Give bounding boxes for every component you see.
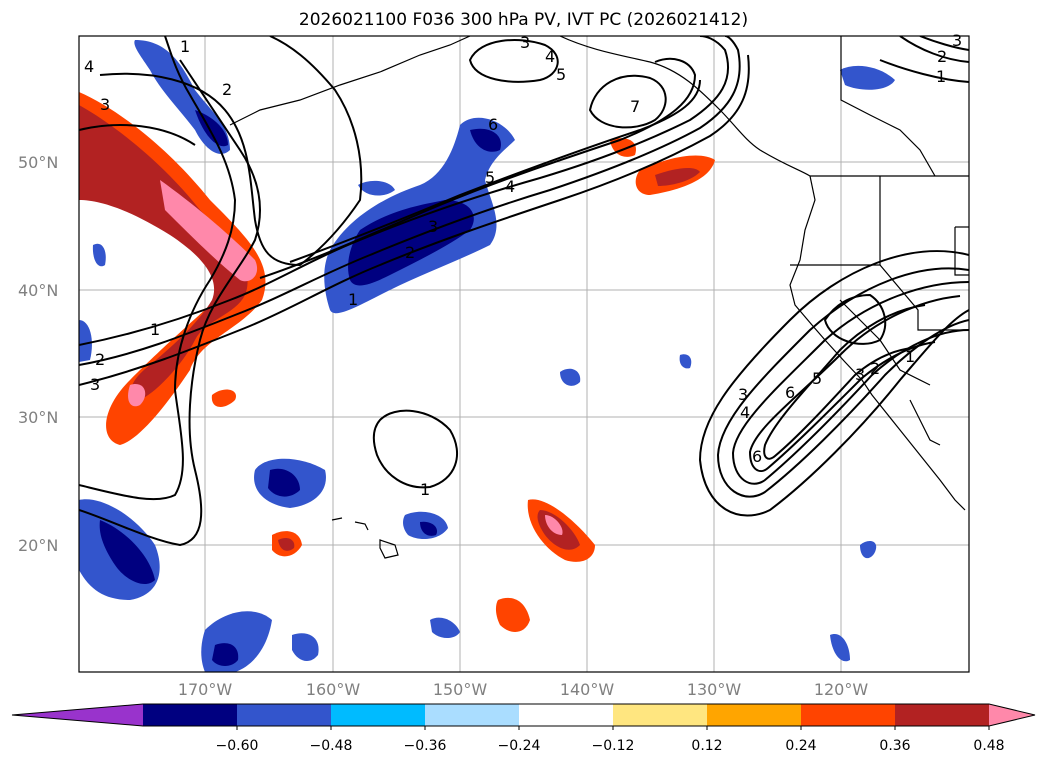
colorbar-segment: [237, 704, 332, 726]
chart-title: 2026021100 F036 300 hPa PV, IVT PC (2026…: [298, 10, 749, 30]
colorbar-segment: [331, 704, 426, 726]
contour-label: 1: [348, 290, 358, 309]
contour-label: 2: [95, 350, 105, 369]
contour-label-group: 3 1 2 3 1 2 3 5 4 6 3 4 5 7 1 1 2 3 3 4 …: [84, 31, 962, 499]
contour-label: 3: [738, 385, 748, 404]
lon-label-130w: 130°W: [686, 680, 742, 699]
contour-label: 5: [812, 369, 822, 388]
colorbar-tick-label: 0.48: [973, 738, 1005, 754]
colorbar-segment: [425, 704, 520, 726]
contour-label: 1: [420, 480, 430, 499]
contour-label: 1: [180, 37, 190, 56]
colorbar-extend-max: [989, 704, 1035, 726]
contour-label: 1: [936, 67, 946, 86]
contour-label: 6: [488, 115, 498, 134]
colorbar-tick-label: −0.24: [497, 738, 541, 754]
lon-label-160w: 160°W: [305, 680, 361, 699]
contour-label: 3: [520, 33, 530, 52]
colorbar-tick-label: −0.12: [591, 738, 635, 754]
colorbar-tick-label: −0.48: [309, 738, 353, 754]
colorbar-tick-label: 0.24: [785, 738, 817, 754]
lat-label-50n: 50°N: [18, 153, 59, 172]
ivt-contours: [79, 36, 969, 547]
colorbar-tick-label: 0.36: [879, 738, 911, 754]
colorbar-segment: [895, 704, 990, 726]
colorbar-outline: [11, 703, 1036, 727]
coastlines: [229, 36, 969, 559]
lon-label-170w: 170°W: [177, 680, 233, 699]
contour-label: 2: [222, 80, 232, 99]
contour-label: 7: [630, 97, 640, 116]
contour-label: 2: [937, 47, 947, 66]
colorbar-tick-label: −0.60: [215, 738, 259, 754]
colorbar-segment: [143, 704, 238, 726]
colorbar-tick-label: −0.36: [403, 738, 447, 754]
contour-label: 3: [100, 95, 110, 114]
contour-label: 3: [90, 375, 100, 394]
colorbar-segment: [707, 704, 802, 726]
colorbar-segment: [613, 704, 708, 726]
pv-shading: [79, 40, 895, 672]
colorbar-extend-min: [12, 704, 143, 726]
contour-label: 1: [150, 320, 160, 339]
lat-label-20n: 20°N: [18, 536, 59, 555]
contour-label: 4: [545, 47, 555, 66]
lon-label-150w: 150°W: [432, 680, 488, 699]
contour-label: 3: [952, 31, 962, 50]
contour-label: 4: [84, 57, 94, 76]
contour-label: 4: [505, 177, 515, 196]
contour-label: 1: [905, 347, 915, 366]
contour-label: 4: [740, 403, 750, 422]
contour-label: 2: [405, 243, 415, 262]
contour-label: 3: [855, 365, 865, 384]
contour-label: 6: [785, 383, 795, 402]
lon-label-120w: 120°W: [813, 680, 869, 699]
colorbar-tick-label: 0.12: [691, 738, 723, 754]
contour-label: 5: [556, 65, 566, 84]
contour-label: 2: [870, 359, 880, 378]
contour-label: 6: [752, 447, 762, 466]
lat-label-30n: 30°N: [18, 408, 59, 427]
lon-label-140w: 140°W: [559, 680, 615, 699]
colorbar: [11, 703, 1036, 730]
colorbar-segment: [519, 704, 614, 726]
colorbar-segment: [801, 704, 896, 726]
contour-label: 3: [428, 217, 438, 236]
contour-label: 5: [485, 168, 495, 187]
map-frame: [78, 35, 970, 673]
lat-label-40n: 40°N: [18, 281, 59, 300]
